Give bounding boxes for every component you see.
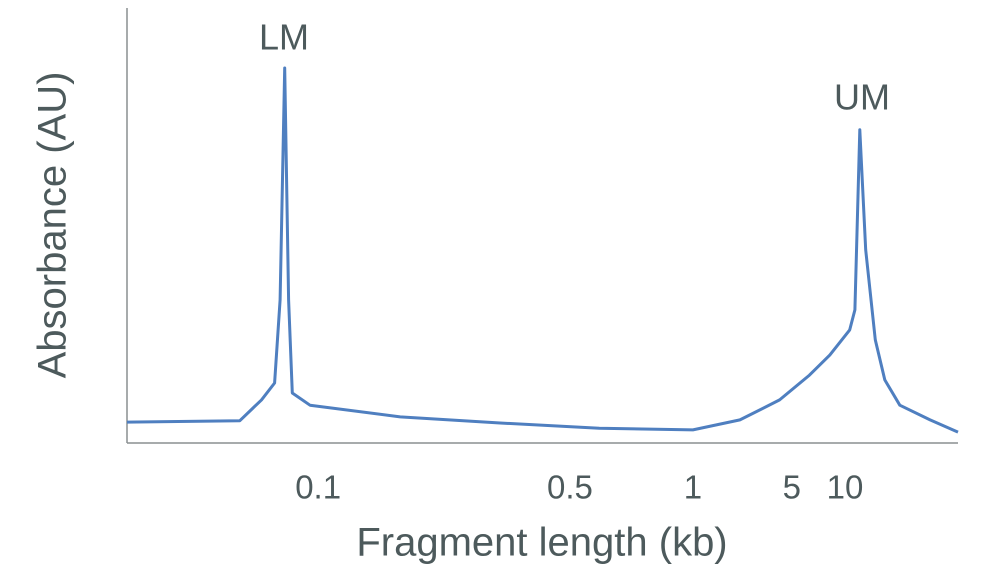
y-axis-label: Absorbance (AU): [31, 72, 75, 379]
annotation: LM: [259, 17, 309, 58]
x-tick-label: 5: [783, 469, 801, 506]
x-tick-label: 0.1: [295, 469, 341, 506]
x-tick-label: 10: [827, 469, 864, 506]
x-tick-label: 0.5: [547, 469, 593, 506]
annotation: UM: [834, 77, 890, 118]
x-tick-label: 1: [684, 469, 702, 506]
x-axis-label: Fragment length (kb): [356, 521, 727, 565]
data-line: [126, 66, 959, 434]
